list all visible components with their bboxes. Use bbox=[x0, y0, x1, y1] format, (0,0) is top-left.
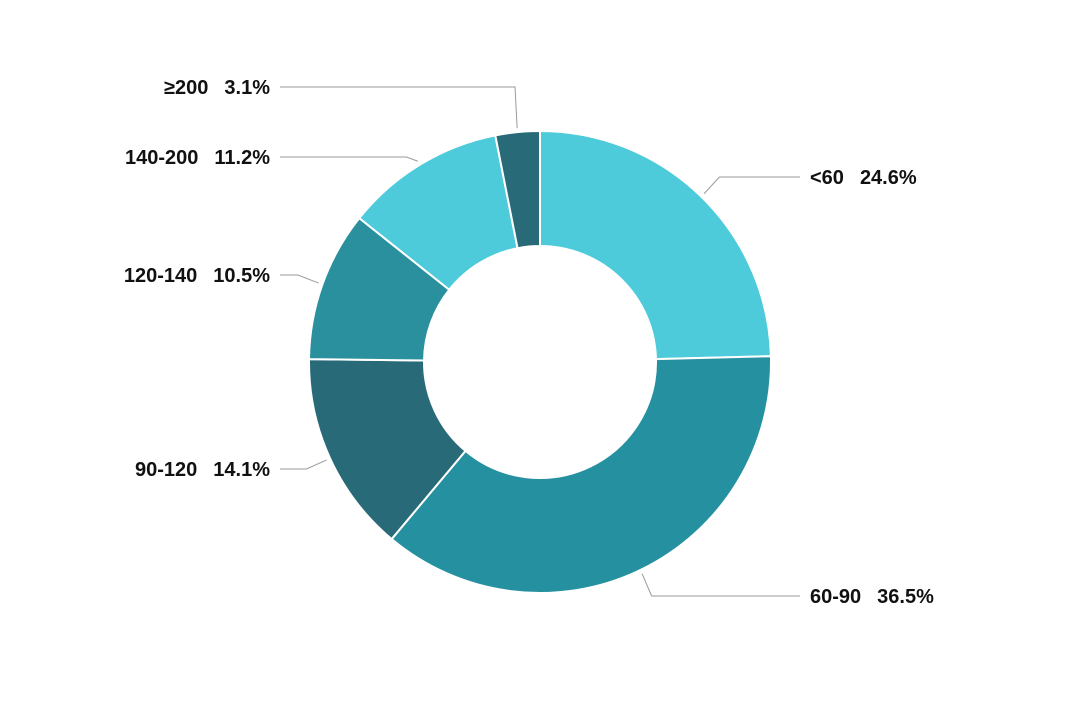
slice-category-label: 140-200 bbox=[125, 147, 198, 169]
donut-slice bbox=[308, 358, 467, 541]
leader-line bbox=[641, 573, 800, 597]
donut-slice bbox=[390, 355, 772, 594]
slice-label: <60 24.6% bbox=[810, 167, 917, 189]
leader-line bbox=[280, 459, 327, 470]
slice-labels: <60 24.6% 60-90 36.5% 90-120 14.1% 120-140 10.5… bbox=[124, 77, 934, 608]
slice-value-label: 36.5% bbox=[877, 586, 934, 608]
slice-value-label: 14.1% bbox=[213, 459, 270, 481]
slice-category-label: 60-90 bbox=[810, 586, 861, 608]
leader-line bbox=[280, 86, 518, 129]
slice-label: ≥200 3.1% bbox=[164, 77, 270, 99]
slice-label: 60-90 36.5% bbox=[810, 586, 934, 608]
leader-line bbox=[703, 176, 800, 195]
slice-value-label: 24.6% bbox=[860, 167, 917, 189]
slice-category-label: 120-140 bbox=[124, 265, 197, 287]
donut-slices bbox=[308, 129, 772, 594]
slice-label: 140-200 11.2% bbox=[125, 147, 270, 169]
leader-lines bbox=[280, 86, 800, 597]
slice-label: 120-140 10.5% bbox=[124, 265, 270, 287]
slice-category-label: <60 bbox=[810, 167, 844, 189]
slice-label: 90-120 14.1% bbox=[135, 459, 270, 481]
slice-value-label: 10.5% bbox=[213, 265, 270, 287]
donut-slice bbox=[539, 129, 772, 361]
slice-category-label: ≥200 bbox=[164, 77, 208, 99]
leader-line bbox=[280, 274, 319, 284]
slice-value-label: 3.1% bbox=[224, 77, 270, 99]
leader-line bbox=[280, 156, 419, 162]
slice-category-label: 90-120 bbox=[135, 459, 197, 481]
donut-slice bbox=[494, 129, 541, 250]
slice-value-label: 11.2% bbox=[214, 147, 270, 169]
